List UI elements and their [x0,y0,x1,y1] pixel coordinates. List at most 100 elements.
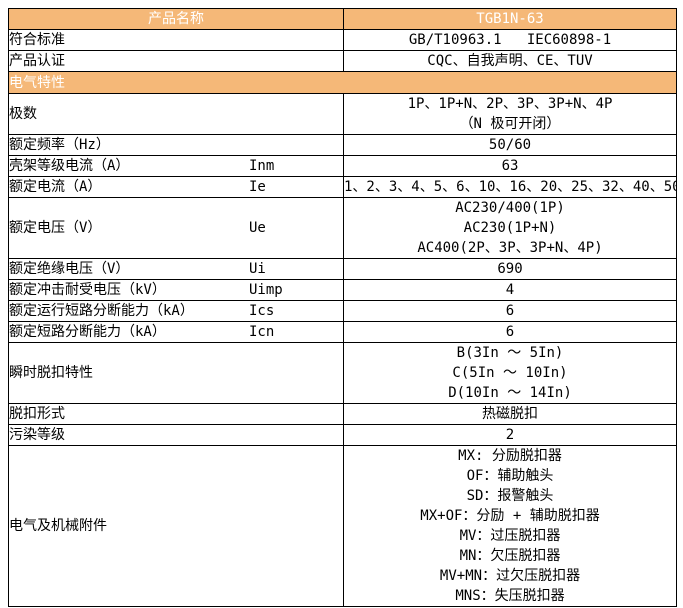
row-value-cell: 690 [343,258,677,280]
col-header-product-name: 产品名称 [8,8,344,30]
row-value-line: 6 [505,324,515,340]
row-value-line: 1、2、3、4、5、6、10、16、20、25、32、40、50、63 [344,179,677,195]
section-band-row: 电气特性 [8,71,677,94]
spec-row: 额定绝缘电压（V） Ui 690 [8,258,677,280]
row-value-line: AC230(1P+N) [463,220,557,236]
spec-row: 额定电流（A） Ie 1、2、3、4、5、6、10、16、20、25、32、40、5… [8,176,677,198]
row-label-cell: 额定冲击耐受电压（kV） Uimp [8,279,344,301]
row-value-cell: 2 [343,424,677,446]
spec-row: 极数 1P、1P+N、2P、3P、3P+N、4P （N 极可开闭） [8,93,677,135]
row-value-line: 63 [501,158,519,174]
row-value-line: OF：辅助触头 [466,468,554,484]
spec-row: 符合标准 GB/T10963.1 IEC60898-1 [8,29,677,51]
row-value-line: MN：欠压脱扣器 [459,548,561,564]
row-value-line: AC400(2P、3P、3P+N、4P) [417,240,603,256]
spec-row: 污染等级 2 [8,424,677,446]
row-value-cell: 63 [343,155,677,177]
row-label-cell: 壳架等级电流（A） Inm [8,155,344,177]
row-value-line: MV：过压脱扣器 [459,528,561,544]
row-label: 污染等级 [9,427,66,443]
row-symbol: Icn [249,324,275,340]
row-value-cell: 6 [343,300,677,322]
row-value-line: （N 极可开闭） [459,116,561,132]
col-header-product-model: TGB1N-63 [343,8,677,30]
header-row: 产品名称 TGB1N-63 [8,8,677,30]
row-value-line: MNS：失压脱扣器 [455,588,565,604]
spec-row: 额定电压（V） Ue AC230/400(1P) AC230(1P+N) AC400(2… [8,197,677,259]
row-label: 额定电压（V） [9,220,102,236]
row-value-line: C(5In ～ 10In) [452,365,568,381]
row-label-cell: 额定运行短路分断能力（kA） Ics [8,300,344,322]
row-value-line: CQC、自我声明、CE、TUV [427,53,593,69]
row-value-line: 1P、1P+N、2P、3P、3P+N、4P [407,96,613,112]
row-label-cell: 额定短路分断能力（kA） Icn [8,321,344,343]
row-label: 额定冲击耐受电压（kV） [9,282,166,298]
row-symbol: Uimp [249,282,283,298]
row-label: 额定频率（Hz） [9,137,110,153]
row-value-line: 690 [497,261,523,277]
row-value-line: D(10In ～ 14In) [448,385,572,401]
row-value-cell: MX: 分励脱扣器 OF：辅助触头 SD：报警触头 MX+OF：分励 + 辅助脱扣器 M… [343,445,677,607]
row-value-line: 4 [505,282,515,298]
spec-row: 电气及机械附件 MX: 分励脱扣器 OF：辅助触头 SD：报警触头 MX+OF：分励 +… [8,445,677,607]
row-symbol: Ie [249,179,266,195]
spec-row: 脱扣形式 热磁脱扣 [8,403,677,425]
row-symbol: Inm [249,158,275,174]
row-label-cell: 符合标准 [8,29,344,51]
row-value-cell: 4 [343,279,677,301]
row-label: 额定绝缘电压（V） [9,261,130,277]
spec-row: 额定短路分断能力（kA） Icn 6 [8,321,677,343]
row-label-cell: 瞬时脱扣特性 [8,342,344,404]
row-value-line: SD：报警触头 [466,488,554,504]
row-label-cell: 电气及机械附件 [8,445,344,607]
row-value-cell: GB/T10963.1 IEC60898-1 [343,29,677,51]
row-label-cell: 额定频率（Hz） [8,134,344,156]
row-label: 额定短路分断能力（kA） [9,324,166,340]
row-label: 壳架等级电流（A） [9,158,130,174]
section-band-label: 电气特性 [8,71,677,94]
spec-row: 额定冲击耐受电压（kV） Uimp 4 [8,279,677,301]
row-value-line: AC230/400(1P) [455,200,565,216]
row-value-cell: 6 [343,321,677,343]
row-label: 额定运行短路分断能力（kA） [9,303,194,319]
row-value-line: B(3In ～ 5In) [456,345,564,361]
row-label: 极数 [9,106,38,122]
row-label-cell: 额定绝缘电压（V） Ui [8,258,344,280]
row-value-line: GB/T10963.1 IEC60898-1 [408,32,612,48]
row-label-cell: 极数 [8,93,344,135]
row-value-cell: CQC、自我声明、CE、TUV [343,50,677,72]
row-value-line: MX: 分励脱扣器 [458,448,562,464]
row-value-line: MX+OF：分励 + 辅助脱扣器 [420,508,600,524]
row-label-cell: 额定电压（V） Ue [8,197,344,259]
row-label-cell: 产品认证 [8,50,344,72]
row-value-line: MV+MN：过欠压脱扣器 [439,568,581,584]
spec-row: 产品认证 CQC、自我声明、CE、TUV [8,50,677,72]
spec-row: 壳架等级电流（A） Inm 63 [8,155,677,177]
row-value-line: 热磁脱扣 [482,406,538,422]
row-label: 瞬时脱扣特性 [9,365,94,381]
row-value-cell: 热磁脱扣 [343,403,677,425]
spec-row: 额定运行短路分断能力（kA） Ics 6 [8,300,677,322]
row-symbol: Ue [249,220,266,236]
spec-row: 额定频率（Hz） 50/60 [8,134,677,156]
row-symbol: Ics [249,303,275,319]
row-label: 额定电流（A） [9,179,102,195]
row-value-cell: 1、2、3、4、5、6、10、16、20、25、32、40、50、63 [343,176,677,198]
row-value-line: 2 [505,427,515,443]
row-label-cell: 污染等级 [8,424,344,446]
row-symbol: Ui [249,261,266,277]
product-spec-table: 产品名称 TGB1N-63 符合标准 GB/T10963.1 IEC60898-1 产品… [8,8,677,607]
row-label: 符合标准 [9,32,66,48]
row-label-cell: 额定电流（A） Ie [8,176,344,198]
row-label: 脱扣形式 [9,406,66,422]
row-label-cell: 脱扣形式 [8,403,344,425]
row-value-cell: B(3In ～ 5In) C(5In ～ 10In) D(10In ～ 14In) [343,342,677,404]
spec-table-body: 产品名称 TGB1N-63 符合标准 GB/T10963.1 IEC60898-1 产品… [8,8,677,607]
row-label: 产品认证 [9,53,66,69]
row-label: 电气及机械附件 [9,518,108,534]
spec-row: 瞬时脱扣特性 B(3In ～ 5In) C(5In ～ 10In) D(10In ～ … [8,342,677,404]
row-value-cell: 1P、1P+N、2P、3P、3P+N、4P （N 极可开闭） [343,93,677,135]
row-value-line: 6 [505,303,515,319]
row-value-cell: 50/60 [343,134,677,156]
